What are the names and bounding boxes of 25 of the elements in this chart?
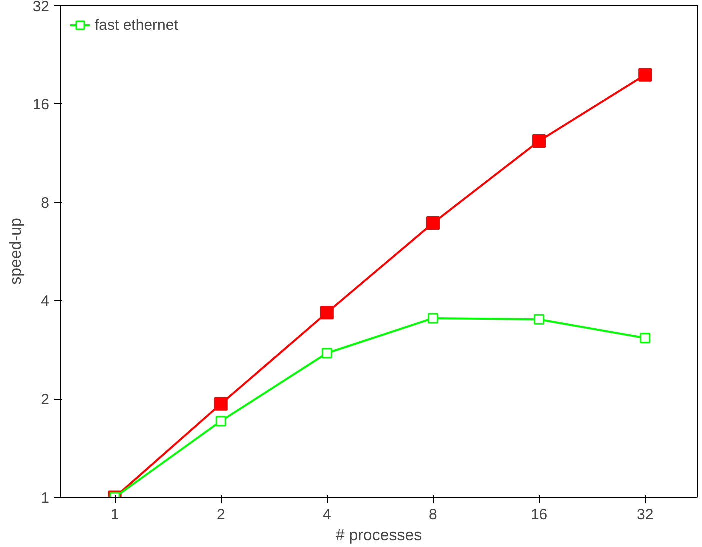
point [320, 306, 334, 320]
x-tick-label: 1 [110, 506, 120, 524]
y-tick-label: 1 [41, 490, 50, 507]
point [638, 68, 652, 82]
y-tick-label: 2 [41, 392, 50, 409]
y-tick-label: 16 [32, 96, 50, 114]
x-tick-label: 4 [323, 506, 332, 524]
point [216, 416, 226, 427]
point [426, 216, 440, 230]
x-axis-title: # processes [336, 528, 422, 544]
y-axis-title: speed-up [8, 218, 25, 285]
legend-label: fast ethernet [95, 16, 178, 34]
y-tick-label: 32 [32, 0, 50, 16]
x-tick-label: 8 [429, 506, 438, 524]
x-tick-label: 16 [530, 506, 548, 524]
point [322, 348, 332, 359]
point [214, 397, 228, 411]
y-tick-label: 4 [41, 293, 50, 310]
x-tick-label: 2 [216, 506, 226, 524]
point [640, 333, 651, 344]
point [534, 314, 545, 325]
point [532, 134, 546, 148]
point [428, 313, 438, 324]
x-tick-label: 32 [636, 506, 654, 524]
y-tick-label: 8 [41, 194, 50, 212]
